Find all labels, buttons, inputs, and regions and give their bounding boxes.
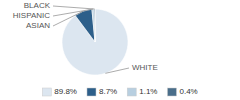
legend-swatch [127,88,136,96]
legend-item: 89.8% [42,87,77,96]
legend-swatch [87,88,96,96]
legend-swatch [42,88,51,96]
legend-item: 8.7% [87,87,117,96]
pie-slice [62,9,128,75]
annotation: ASIAN [26,21,50,30]
leader-line [53,6,95,9]
annotations: WHITE ASIANHISPANICBLACK [13,1,158,73]
legend: 89.8% 8.7% 1.1% 0.4% [42,87,197,96]
annotation: BLACK [24,1,51,10]
legend-swatch [167,88,176,96]
chart-container: WHITE ASIANHISPANICBLACK 89.8% 8.7% 1.1% 0.4% [0,0,240,100]
annotation: HISPANIC [13,11,50,20]
leader-line [53,9,93,16]
pie-slice [94,9,96,42]
legend-label: 8.7% [99,87,117,96]
legend-label: 89.8% [54,87,77,96]
legend-item: 0.4% [167,87,197,96]
legend-label: 1.1% [139,87,157,96]
leader-line [105,68,129,73]
pie-slice [92,9,95,42]
pie [62,9,128,75]
annotation: WHITE [132,63,158,72]
chart: WHITE ASIANHISPANICBLACK 89.8% 8.7% 1.1% 0.4% [0,0,240,100]
legend-item: 1.1% [127,87,157,96]
pie-slice [75,9,95,42]
legend-label: 0.4% [179,87,197,96]
